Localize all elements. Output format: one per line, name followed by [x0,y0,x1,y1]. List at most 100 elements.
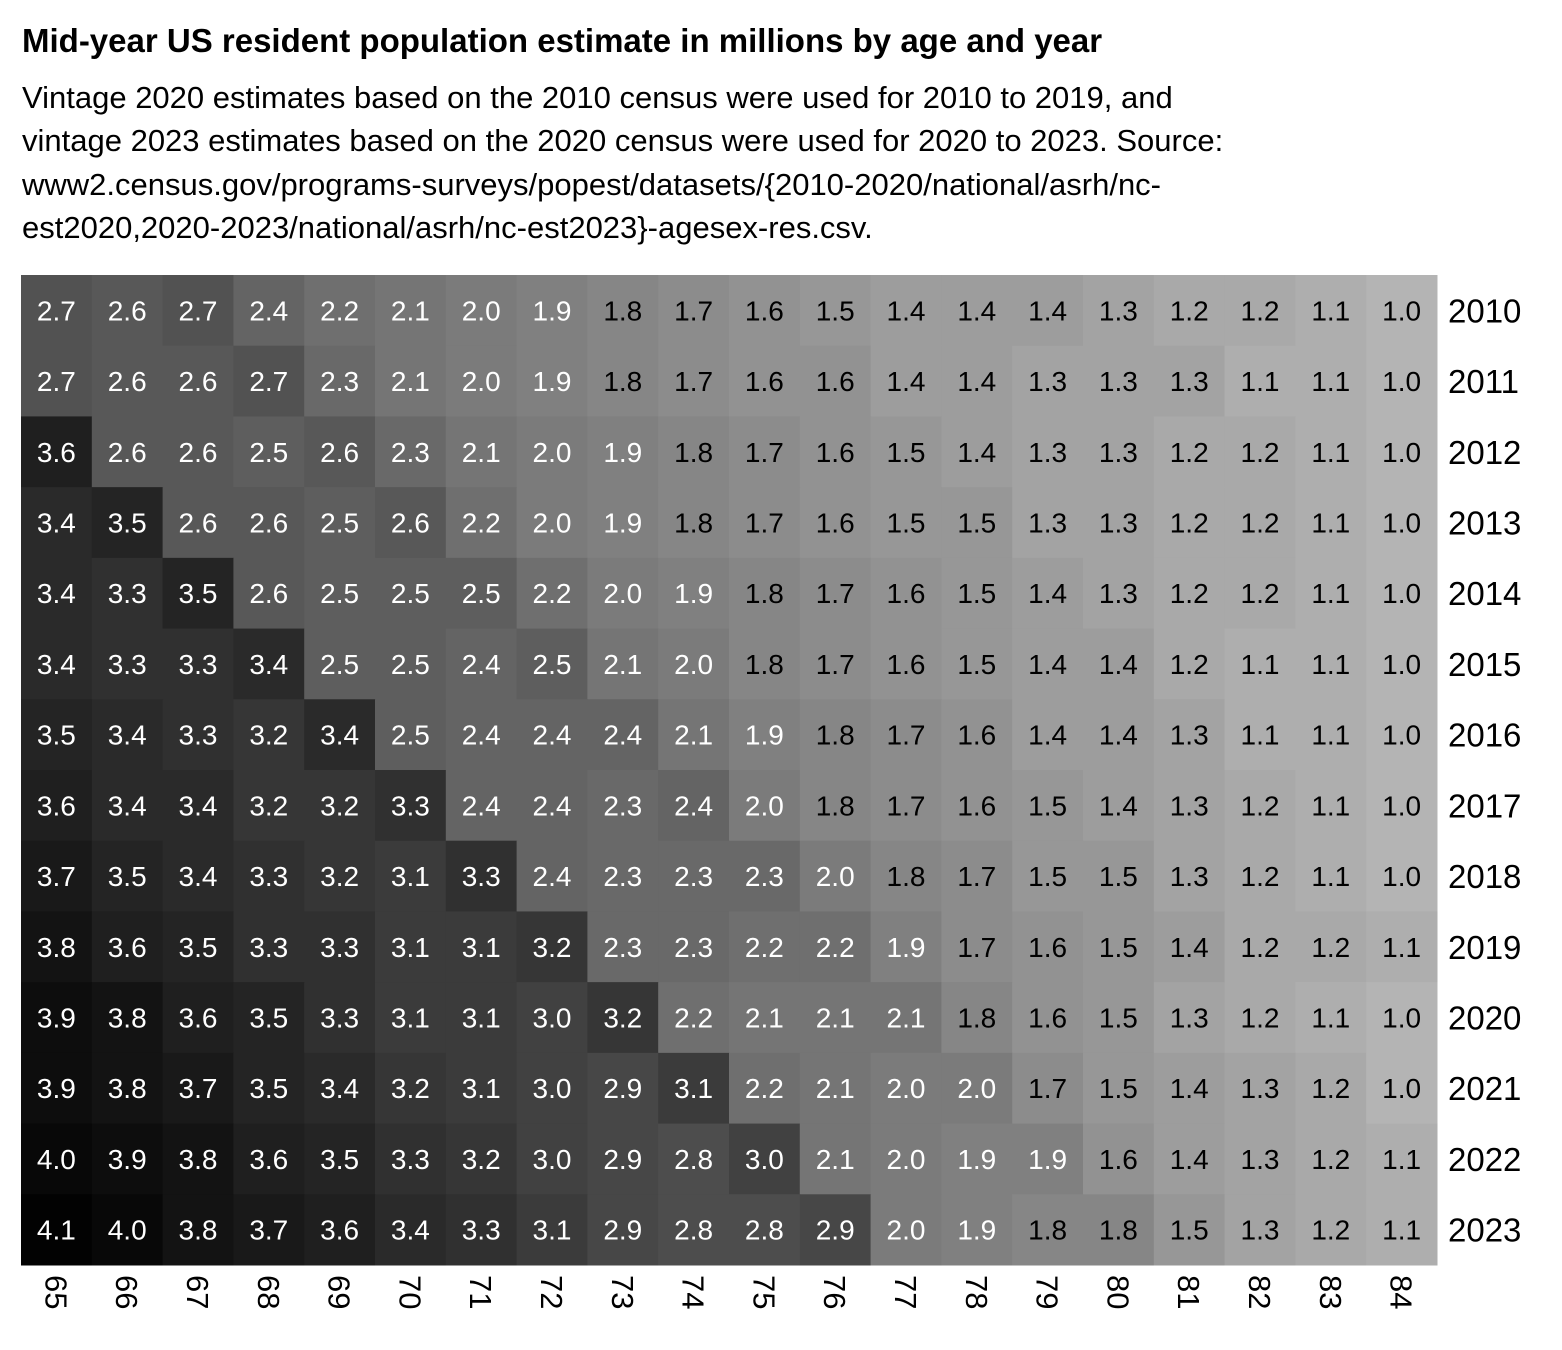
heatmap-cell [233,982,305,1054]
heatmap-cell [445,557,518,630]
heatmap-cell [941,275,1013,347]
heatmap-cell [1224,1123,1296,1195]
cell-value-label: 1.2 [1170,295,1209,326]
cell-value-label: 2.7 [37,366,76,397]
heatmap-cell [516,1194,588,1266]
heatmap-cell [233,487,305,559]
cell-value-label: 1.2 [1170,508,1209,539]
heatmap-cell [375,345,447,417]
heatmap-cell [1012,840,1084,912]
heatmap-cell [587,1123,659,1195]
heatmap-cell [21,275,93,347]
heatmap-cell [162,275,234,347]
cell-value-label: 3.1 [674,1073,713,1104]
cell-value-label: 3.6 [37,790,76,821]
heatmap-cell [799,416,872,488]
x-tick-label: 72 [534,1275,569,1309]
cell-value-label: 1.9 [533,366,572,397]
heatmap-cell [1012,699,1084,771]
heatmap-cell [729,982,801,1054]
heatmap-cell [162,840,234,912]
heatmap-cell [587,699,659,771]
cell-value-label: 1.0 [1382,861,1421,892]
cell-value-label: 3.1 [391,1003,430,1034]
x-tick-label: 79 [1030,1275,1065,1309]
heatmap-cell [233,1194,305,1266]
heatmap-cell [162,1052,234,1125]
heatmap-cell [658,1052,730,1125]
cell-value-label: 3.3 [391,790,430,821]
cell-value-label: 1.4 [1099,649,1138,680]
cell-value-label: 1.8 [674,437,713,468]
heatmap-cell [1295,1194,1367,1266]
cell-value-label: 1.9 [603,437,642,468]
cell-value-label: 2.3 [320,366,359,397]
heatmap-cell [1153,770,1226,842]
heatmap-cell [1366,982,1438,1054]
heatmap-cell [21,628,93,700]
heatmap-cell [233,770,305,842]
cell-value-label: 2.0 [603,578,642,609]
heatmap-cell [21,487,93,559]
x-tick-label: 83 [1313,1275,1348,1309]
cell-value-label: 2.3 [745,861,784,892]
heatmap-cell [799,982,872,1054]
cell-value-label: 2.9 [603,1073,642,1104]
heatmap-cell [587,911,659,983]
heatmap-cell [729,911,801,983]
cell-value-label: 1.6 [1028,1003,1067,1034]
cell-value-label: 1.9 [533,295,572,326]
cell-value-label: 3.7 [249,1215,288,1246]
heatmap-cell [516,699,588,771]
cell-value-label: 1.7 [674,295,713,326]
cell-value-label: 1.0 [1382,366,1421,397]
cell-value-label: 2.7 [179,295,218,326]
cell-value-label: 2.1 [816,1003,855,1034]
cell-value-label: 1.2 [1241,578,1280,609]
heatmap-cell [1083,699,1155,771]
heatmap-cell [304,982,376,1054]
heatmap-cell [162,487,234,559]
heatmap-cell [162,982,234,1054]
cell-value-label: 1.7 [1028,1073,1067,1104]
cell-value-label: 3.4 [249,649,288,680]
cell-value-label: 1.4 [957,366,996,397]
cell-value-label: 1.4 [1099,720,1138,751]
y-tick-label: 2010 [1448,292,1521,329]
heatmap-cell [162,628,234,700]
cell-value-label: 1.1 [1311,295,1350,326]
cell-value-label: 3.1 [462,1003,501,1034]
y-tick-label: 2013 [1448,505,1521,542]
cell-value-label: 2.4 [533,790,572,821]
cell-value-label: 3.3 [320,932,359,963]
cell-value-label: 1.9 [887,932,926,963]
cell-value-label: 1.8 [957,1003,996,1034]
cell-value-label: 2.3 [603,790,642,821]
cell-value-label: 1.5 [816,295,855,326]
heatmap-cell [799,487,872,559]
heatmap-cell [1012,628,1084,700]
cell-value-label: 1.1 [1311,1003,1350,1034]
y-tick-label: 2016 [1448,717,1521,754]
heatmap-cell [162,770,234,842]
heatmap-cell [1366,1194,1438,1266]
heatmap-cell [1366,911,1438,983]
cell-value-label: 1.9 [957,1215,996,1246]
chart-subtitle-line: vintage 2023 estimates based on the 2020… [22,123,1224,158]
cell-value-label: 1.4 [1170,1144,1209,1175]
heatmap-cell [162,911,234,983]
heatmap-cell [91,699,164,771]
heatmap-cell [304,770,376,842]
cell-value-label: 1.0 [1382,295,1421,326]
heatmap-cell [304,557,376,630]
heatmap-cell [1153,1123,1226,1195]
heatmap-cell [375,628,447,700]
heatmap-cell [375,911,447,983]
x-tick-label: 73 [605,1275,640,1309]
heatmap-cell [1295,487,1367,559]
heatmap-cell [162,699,234,771]
heatmap-cell [799,840,872,912]
cell-value-label: 1.0 [1382,649,1421,680]
cell-value-label: 1.6 [957,720,996,751]
cell-value-label: 1.6 [816,366,855,397]
